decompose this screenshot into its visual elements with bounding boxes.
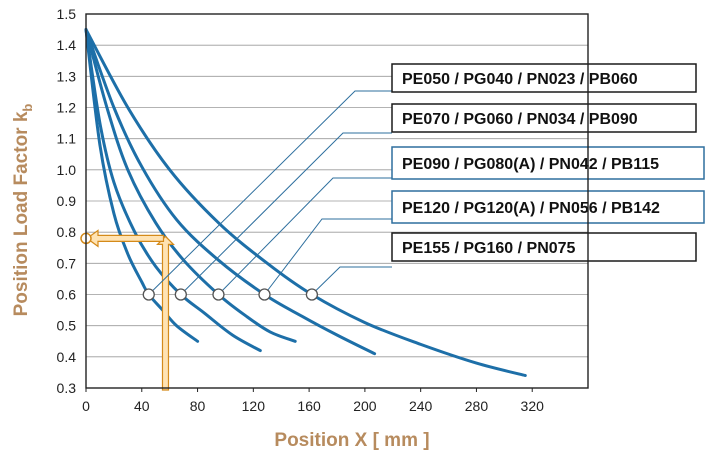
y-tick-label: 0.8 xyxy=(57,224,77,240)
plot-frame xyxy=(85,13,589,389)
leader-line-1 xyxy=(148,90,392,295)
series-line-2 xyxy=(84,28,262,353)
series-line-1 xyxy=(84,28,200,343)
x-tick-label: 280 xyxy=(465,398,489,414)
x-tick-label: 240 xyxy=(409,398,433,414)
leader-line-2 xyxy=(180,132,392,295)
y-tick-label: 0.9 xyxy=(57,193,77,209)
y-tick-label: 1.1 xyxy=(57,131,77,147)
vertical-arrow xyxy=(156,235,175,391)
legend-box-4 xyxy=(391,190,705,224)
y-tick-label: 1.5 xyxy=(57,6,77,22)
curves xyxy=(84,28,527,377)
legend-box-2 xyxy=(391,103,697,133)
y-tick-label: 0.6 xyxy=(57,287,77,303)
leader-lines xyxy=(148,90,392,295)
tick-labels: 0 40 80 120 160 200 240 280 320 0.3 0.4 0.5 0.6 0.7 0.… xyxy=(57,6,545,414)
x-tick-label: 200 xyxy=(353,398,377,414)
leader-line-3 xyxy=(218,177,392,295)
leader-line-5 xyxy=(311,266,392,295)
legend-label-4: PE120 / PG120(A) / PN056 / PB142 xyxy=(402,200,660,217)
x-tick-label: 80 xyxy=(190,398,206,414)
x-tick-label: 0 xyxy=(82,398,90,414)
y-tick-label: 0.7 xyxy=(57,255,77,271)
y-tick-label: 1.3 xyxy=(57,68,77,84)
legend-label-1: PE050 / PG040 / PN023 / PB060 xyxy=(402,71,638,88)
x-tick-label: 320 xyxy=(521,398,545,414)
axes xyxy=(85,13,589,389)
series-line-4 xyxy=(84,28,377,356)
x-axis-title: Position X [ mm ] xyxy=(274,430,429,451)
y-axis-title-subscript: b xyxy=(20,104,35,112)
y-tick-label: 0.5 xyxy=(57,318,77,334)
x-tick-label: 120 xyxy=(242,398,266,414)
y-axis-title: Position Load Factor kb xyxy=(11,104,35,317)
y-axis-title-main: Position Load Factor k xyxy=(11,111,32,316)
y-tick-label: 0.3 xyxy=(57,380,77,396)
legend-box-3 xyxy=(391,146,705,180)
legend-label-2: PE070 / PG060 / PN034 / PB090 xyxy=(402,111,638,128)
series-marker-3 xyxy=(212,288,225,301)
legend-box-1 xyxy=(391,63,697,93)
legend-label-3: PE090 / PG080(A) / PN042 / PB115 xyxy=(402,156,659,173)
horizontal-arrow xyxy=(85,229,165,248)
y-tick-label: 1.4 xyxy=(57,37,77,53)
series-line-5 xyxy=(84,28,527,377)
series-marker-1 xyxy=(142,288,155,301)
legend: PE050 / PG040 / PN023 / PB060 PE070 / PG0… xyxy=(391,63,705,262)
leader-line-4 xyxy=(264,218,392,295)
y-tick-label: 1.0 xyxy=(57,162,77,178)
markers xyxy=(142,288,319,301)
series-marker-2 xyxy=(174,288,187,301)
series-marker-5 xyxy=(305,288,319,301)
y-tick-label: 1.2 xyxy=(57,100,77,116)
legend-label-5: PE155 / PG160 / PN075 xyxy=(402,240,576,257)
x-tick-label: 160 xyxy=(297,398,321,414)
legend-box-5 xyxy=(391,232,697,262)
y-tick-label: 0.4 xyxy=(57,349,77,365)
series-marker-4 xyxy=(258,288,271,301)
x-tick-label: 40 xyxy=(134,398,150,414)
